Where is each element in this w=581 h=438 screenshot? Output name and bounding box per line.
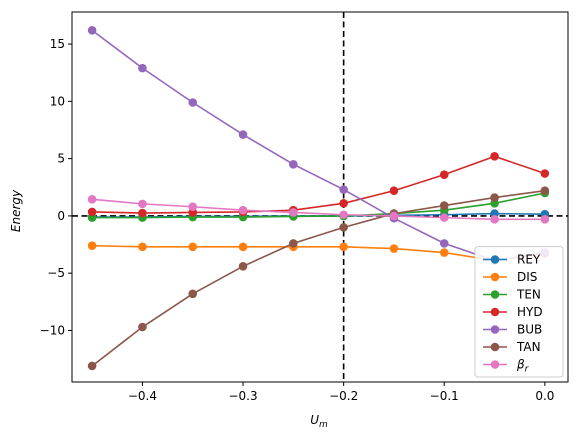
x-tick-label: −0.1 — [430, 389, 459, 403]
legend-label: βr — [516, 358, 530, 375]
data-point — [389, 186, 399, 195]
x-tick-label: −0.4 — [128, 389, 157, 403]
data-point — [490, 193, 499, 202]
y-tick-label: 0 — [57, 209, 65, 223]
data-point — [439, 213, 449, 222]
data-point — [540, 215, 550, 224]
legend-swatch-marker — [490, 290, 500, 299]
data-point — [238, 130, 248, 139]
legend-item: DIS — [483, 270, 537, 284]
y-tick-label: 10 — [50, 94, 65, 108]
legend-item: HYD — [483, 305, 543, 319]
series-bub — [87, 26, 550, 265]
data-point — [389, 211, 399, 221]
data-point — [87, 241, 97, 250]
data-point — [138, 208, 147, 218]
legend-label: TEN — [516, 288, 541, 302]
legend-item: TAN — [483, 340, 541, 354]
series-line — [91, 29, 545, 262]
data-point — [389, 244, 399, 253]
data-point — [339, 210, 348, 220]
data-point — [138, 242, 147, 252]
series-dis — [87, 241, 550, 265]
legend-item: REY — [483, 253, 541, 267]
y-axis-label: Energy — [9, 189, 23, 232]
data-point — [138, 199, 147, 209]
data-point — [439, 239, 449, 248]
data-point — [540, 186, 550, 195]
legend-item: TEN — [483, 288, 541, 302]
series-hyd — [87, 152, 550, 218]
legend-swatch-marker — [490, 272, 500, 282]
legend-swatch-marker — [490, 325, 500, 334]
data-point — [188, 289, 198, 299]
legend-swatch-marker — [490, 255, 500, 264]
legend-swatch-marker — [490, 360, 500, 369]
plot-area: −0.4 −0.3 −0.2 −0.1 0.0 −10 −5 0 5 10 15 REY DIS TEN H… — [40, 11, 569, 403]
data-point — [490, 152, 499, 161]
data-point — [289, 239, 298, 248]
data-point — [188, 202, 198, 212]
legend-label: DIS — [517, 270, 537, 284]
legend-item: βr — [483, 358, 530, 375]
data-point — [238, 262, 248, 271]
series-line — [91, 189, 545, 367]
data-point — [188, 242, 198, 252]
series-line — [92, 192, 546, 219]
data-point — [238, 205, 248, 215]
series-line — [92, 198, 545, 221]
legend-label: HYD — [517, 305, 543, 319]
data-point — [138, 63, 147, 73]
legend-swatch-marker — [490, 307, 500, 317]
data-point — [289, 160, 298, 169]
data-point — [87, 361, 97, 371]
data-point — [188, 98, 198, 107]
data-point — [138, 322, 147, 332]
legend-swatch-marker — [490, 342, 500, 352]
data-point — [339, 185, 348, 194]
data-point — [339, 242, 348, 252]
legend-label: REY — [517, 253, 541, 267]
legend-label: TAN — [516, 340, 541, 354]
axes-frame — [71, 11, 569, 383]
x-tick-label: −0.3 — [228, 389, 257, 403]
series-line — [92, 155, 546, 214]
data-point — [439, 248, 449, 257]
y-tick-label: 15 — [50, 37, 65, 51]
y-tick-label: 5 — [57, 152, 65, 166]
data-point — [439, 201, 449, 210]
legend-label: BUB — [517, 323, 542, 337]
legend: REY DIS TEN HYD BUB TAN βr — [474, 246, 564, 378]
data-point — [490, 215, 499, 224]
data-point — [87, 194, 97, 204]
x-axis-label: Um — [310, 413, 328, 430]
data-point — [339, 223, 348, 232]
y-tick-label: −10 — [40, 323, 65, 337]
x-tick-label: −0.2 — [329, 389, 358, 403]
data-point — [339, 199, 348, 208]
data-point — [87, 26, 97, 35]
series-r — [87, 194, 550, 224]
x-tick-label: 0.0 — [535, 389, 554, 403]
data-point — [289, 208, 298, 217]
data-point — [439, 170, 449, 179]
y-tick-label: −5 — [47, 266, 65, 280]
data-point — [540, 169, 550, 178]
data-point — [87, 207, 97, 217]
data-point — [238, 242, 248, 252]
legend-item: BUB — [483, 323, 542, 337]
series-line — [92, 244, 545, 262]
